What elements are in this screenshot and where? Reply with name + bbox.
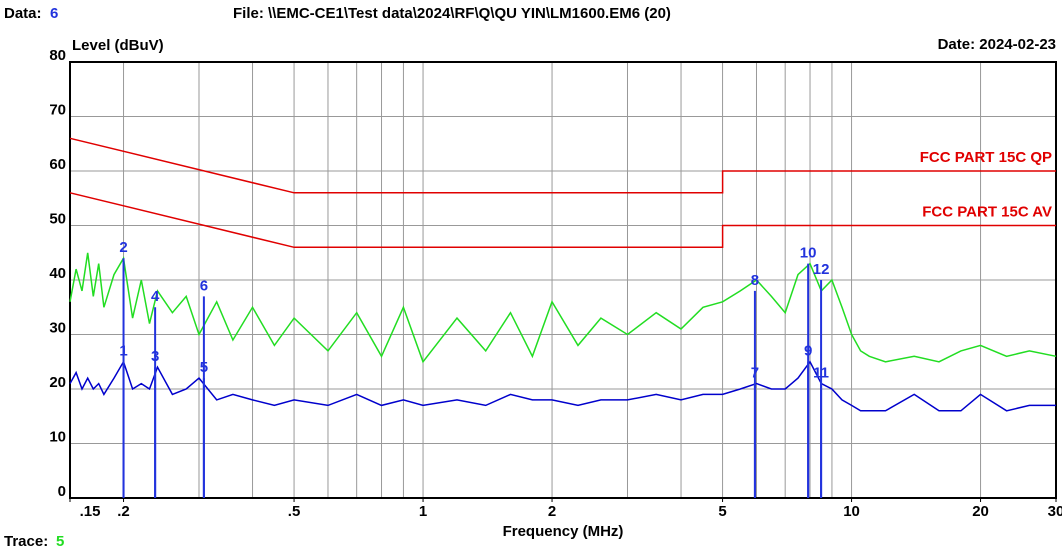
data-number: 6 bbox=[50, 5, 58, 22]
x-tick-label: .5 bbox=[288, 503, 301, 520]
y-tick-label: 80 bbox=[49, 47, 66, 64]
file-label: File: \\EMC-CE1\Test data\2024\RF\Q\QU Y… bbox=[233, 5, 671, 22]
trace bbox=[69, 252, 1057, 364]
marker-label: 4 bbox=[151, 288, 160, 305]
plot-frame bbox=[69, 61, 1057, 499]
y-tick-label: 70 bbox=[49, 101, 66, 118]
trace-label: Trace: bbox=[4, 533, 48, 546]
y-tick-label: 30 bbox=[49, 319, 66, 336]
trace bbox=[69, 137, 1056, 194]
y-tick-label: 10 bbox=[49, 428, 66, 445]
y-tick-label: 60 bbox=[49, 156, 66, 173]
x-tick-label: 2 bbox=[548, 503, 556, 520]
x-tick-label: 5 bbox=[718, 503, 726, 520]
x-tick-label: 30 bbox=[1048, 503, 1062, 520]
x-tick-label: 1 bbox=[419, 503, 427, 520]
y-tick-label: 50 bbox=[49, 210, 66, 227]
trace-number: 5 bbox=[56, 533, 64, 546]
trace bbox=[69, 359, 1056, 412]
y-tick-label: 20 bbox=[49, 374, 66, 391]
x-tick-label: 10 bbox=[843, 503, 860, 520]
x-tick-label: .2 bbox=[117, 503, 130, 520]
date-label: Date: 2024-02-23 bbox=[938, 36, 1056, 53]
marker-label: 12 bbox=[813, 261, 830, 278]
marker-label: 6 bbox=[200, 277, 208, 294]
limit-label: FCC PART 15C QP bbox=[920, 149, 1052, 166]
x-tick-label: .15 bbox=[80, 503, 101, 520]
marker-label: 2 bbox=[119, 239, 127, 256]
marker-label: 10 bbox=[800, 245, 817, 262]
trace bbox=[69, 192, 1056, 249]
x-tick-label: 20 bbox=[972, 503, 989, 520]
data-label: Data: bbox=[4, 5, 42, 22]
limit-label: FCC PART 15C AV bbox=[922, 203, 1052, 220]
marker-label: 8 bbox=[751, 272, 759, 289]
y-axis-label: Level (dBuV) bbox=[72, 37, 164, 54]
y-tick-label: 40 bbox=[49, 265, 66, 282]
x-axis-label: Frequency (MHz) bbox=[503, 523, 624, 540]
y-tick-label: 0 bbox=[58, 483, 66, 500]
